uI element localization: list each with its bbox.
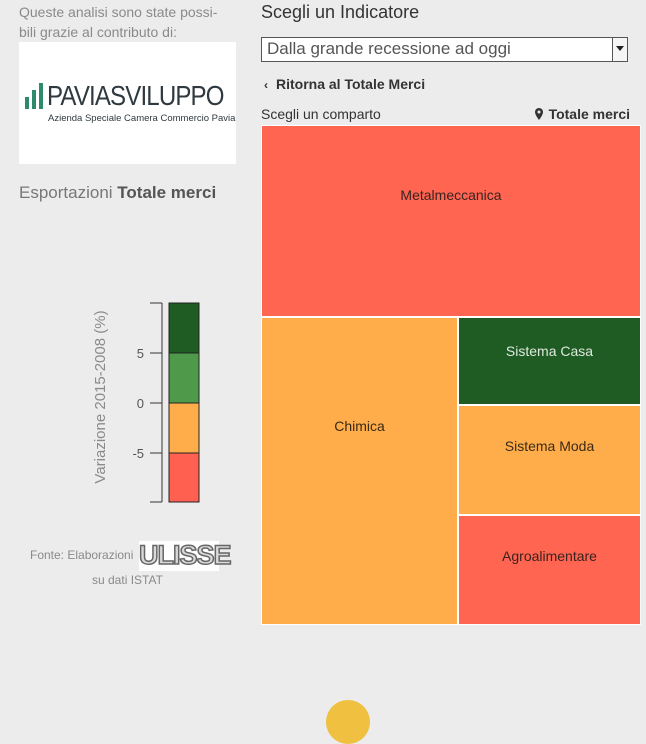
current-selection-label: Totale merci	[548, 106, 630, 122]
legend-tick-label: 0	[137, 396, 144, 411]
treemap-cell-agroalimentare[interactable]: Agroalimentare	[458, 515, 641, 625]
legend-tick-label: -5	[132, 446, 144, 461]
current-selection: Totale merci	[534, 106, 630, 122]
back-to-total-link[interactable]: ‹ Ritorna al Totale Merci	[264, 76, 425, 92]
paviasviluppo-logo[interactable]: PAVIASVILUPPO Azienda Speciale Camera Co…	[19, 42, 236, 164]
caret-down-icon	[616, 46, 624, 51]
select-dropdown-button[interactable]	[612, 38, 627, 61]
treemap-label: Sistema Casa	[505, 343, 594, 359]
treemap-label: Chimica	[334, 418, 385, 434]
treemap: Metalmeccanica Chimica Sistema Casa Sist…	[261, 125, 641, 625]
source-suffix: su dati ISTAT	[92, 573, 163, 587]
map-pin-icon	[534, 108, 543, 120]
intro-text: Queste analisi sono state possi- bili gr…	[19, 2, 239, 42]
indicator-title: Scegli un Indicatore	[261, 2, 420, 22]
ulisse-logo[interactable]: ULISSE	[138, 539, 232, 571]
legend-band-positive	[168, 352, 200, 404]
indicator-select-value: Dalla grande recessione ad oggi	[267, 39, 511, 58]
source-prefix: Fonte: Elaborazioni	[30, 548, 134, 562]
color-legend: Variazione 2015-2008 (%) 5 0 -5	[92, 302, 200, 503]
chevron-left-icon: ‹	[264, 78, 268, 92]
indicator-select[interactable]: Dalla grande recessione ad oggi	[261, 37, 628, 62]
treemap-cell-metalmeccanica[interactable]: Metalmeccanica	[261, 125, 641, 317]
decorative-circle	[326, 700, 370, 744]
legend-band-negative	[168, 402, 200, 454]
treemap-cell-sistema-moda[interactable]: Sistema Moda	[458, 405, 641, 515]
bars-logo-icon	[25, 83, 45, 109]
legend-band-strong-positive	[168, 302, 200, 354]
export-title-bold: Totale merci	[117, 183, 217, 202]
treemap-label: Metalmeccanica	[400, 187, 502, 203]
logo-subtitle: Azienda Speciale Camera Commercio Pavia	[48, 113, 236, 124]
legend-tick-label: 5	[137, 346, 144, 361]
export-title-prefix: Esportazioni	[19, 183, 118, 202]
ulisse-brand: ULISSE	[138, 539, 232, 571]
intro-line-1: Queste analisi sono state possi-	[19, 4, 218, 20]
legend-band-strong-negative	[168, 452, 200, 503]
logo-name: PAVIASVILUPPO	[47, 80, 224, 111]
export-title: Esportazioni Totale merci	[19, 183, 216, 203]
intro-line-2: bili grazie al contributo di:	[19, 24, 177, 40]
treemap-cell-sistema-casa[interactable]: Sistema Casa	[458, 317, 641, 405]
treemap-label: Sistema Moda	[504, 438, 595, 454]
comparto-label: Scegli un comparto	[261, 106, 381, 122]
treemap-cell-chimica[interactable]: Chimica	[261, 317, 458, 625]
legend-axis-label: Variazione 2015-2008 (%)	[92, 310, 109, 483]
back-label: Ritorna al Totale Merci	[276, 76, 426, 92]
treemap-label: Agroalimentare	[502, 548, 597, 564]
